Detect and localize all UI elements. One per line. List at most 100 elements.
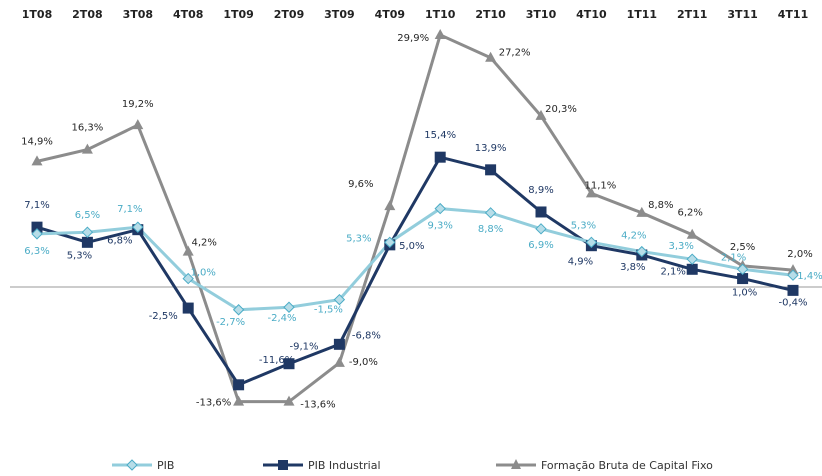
x-tick-label: 4T10 (576, 8, 607, 21)
marker (31, 228, 43, 240)
data-label: 4,2% (191, 238, 216, 249)
x-tick-label: 3T08 (123, 8, 153, 21)
marker (585, 187, 597, 198)
marker (787, 284, 799, 296)
legend-label: PIB (157, 459, 174, 472)
marker (233, 379, 245, 391)
x-tick-label: 4T11 (778, 8, 808, 21)
data-label: -11,6% (259, 355, 294, 366)
data-label: 2,5% (730, 242, 755, 253)
data-label: 9,3% (427, 221, 452, 232)
data-label: -0,4% (778, 297, 807, 308)
marker (283, 358, 295, 370)
x-tick-label: 1T09 (223, 8, 253, 21)
data-label: 8,8% (648, 200, 673, 211)
data-label: 5,3% (67, 250, 92, 261)
data-label: 7,1% (24, 200, 49, 211)
data-label: 6,9% (528, 240, 553, 251)
legend-marker (278, 460, 288, 470)
data-label: 8,9% (528, 185, 553, 196)
data-label: 4,9% (568, 257, 593, 268)
marker (81, 236, 93, 248)
legend-marker (511, 459, 521, 469)
marker (283, 301, 295, 313)
data-label: 4,2% (621, 231, 646, 242)
data-label: 8,8% (478, 224, 503, 235)
marker (81, 226, 94, 238)
marker (384, 200, 396, 211)
data-label: 3,8% (620, 262, 645, 273)
data-label: -2,4% (267, 313, 296, 324)
marker (535, 223, 547, 235)
marker (686, 263, 698, 275)
marker (182, 302, 194, 314)
data-label: 9,6% (348, 179, 373, 190)
data-label: -13,6% (196, 398, 231, 409)
data-label: -6,8% (352, 330, 381, 341)
data-label: 1,4% (797, 271, 822, 282)
data-label: -2,7% (216, 317, 245, 328)
marker (434, 28, 446, 39)
data-label: 19,2% (122, 99, 154, 110)
marker (787, 264, 799, 275)
x-tick-label: 4T08 (173, 8, 203, 21)
marker (535, 206, 547, 218)
x-tick-label: 1T11 (627, 8, 657, 21)
marker (434, 151, 446, 163)
marker (182, 272, 194, 285)
data-label: 5,3% (571, 220, 596, 231)
marker (283, 395, 295, 406)
marker (636, 245, 648, 258)
marker (81, 143, 93, 154)
data-label: 14,9% (21, 136, 53, 147)
data-label: 3,3% (668, 241, 693, 252)
x-tick-label: 3T10 (526, 8, 557, 21)
marker (485, 164, 497, 176)
marker (333, 356, 345, 367)
data-label: 15,4% (424, 130, 456, 141)
x-tick-label: 2T10 (475, 8, 506, 21)
data-label: 11,1% (585, 180, 617, 191)
marker (535, 109, 547, 120)
marker (132, 221, 144, 233)
data-label: 2,1% (721, 252, 746, 263)
series-line (36, 207, 794, 312)
x-tick-label: 1T08 (22, 8, 52, 21)
data-label: 6,2% (677, 208, 702, 219)
marker (132, 119, 144, 130)
data-label: 5,0% (399, 241, 424, 252)
series-line (36, 32, 794, 404)
data-label: 7,1% (117, 204, 142, 215)
marker (585, 236, 598, 249)
data-label: 1,0% (732, 288, 757, 299)
marker (31, 221, 43, 233)
marker (787, 269, 799, 281)
data-label: 6,8% (107, 236, 132, 247)
data-label: 6,3% (24, 246, 49, 257)
data-label: -9,1% (289, 342, 318, 353)
data-label: 5,3% (346, 233, 371, 244)
x-tick-label: 2T09 (274, 8, 304, 21)
data-label: 29,9% (397, 33, 429, 44)
marker (434, 202, 446, 215)
data-label: 2,1% (660, 266, 685, 277)
marker (485, 51, 497, 62)
data-label: 20,3% (545, 104, 577, 115)
marker (737, 273, 749, 285)
data-label: -2,5% (149, 311, 178, 322)
marker (686, 228, 698, 239)
x-tick-label: 3T11 (727, 8, 757, 21)
marker (636, 206, 648, 217)
marker (232, 304, 245, 316)
marker (31, 155, 43, 166)
x-tick-label: 3T09 (324, 8, 354, 21)
marker (384, 236, 396, 249)
data-label: 13,9% (475, 143, 507, 154)
marker (182, 245, 194, 256)
legend-marker (126, 459, 138, 471)
marker (333, 293, 346, 306)
legend-label: PIB Industrial (308, 459, 381, 472)
marker (333, 338, 345, 350)
series-line (36, 155, 794, 387)
